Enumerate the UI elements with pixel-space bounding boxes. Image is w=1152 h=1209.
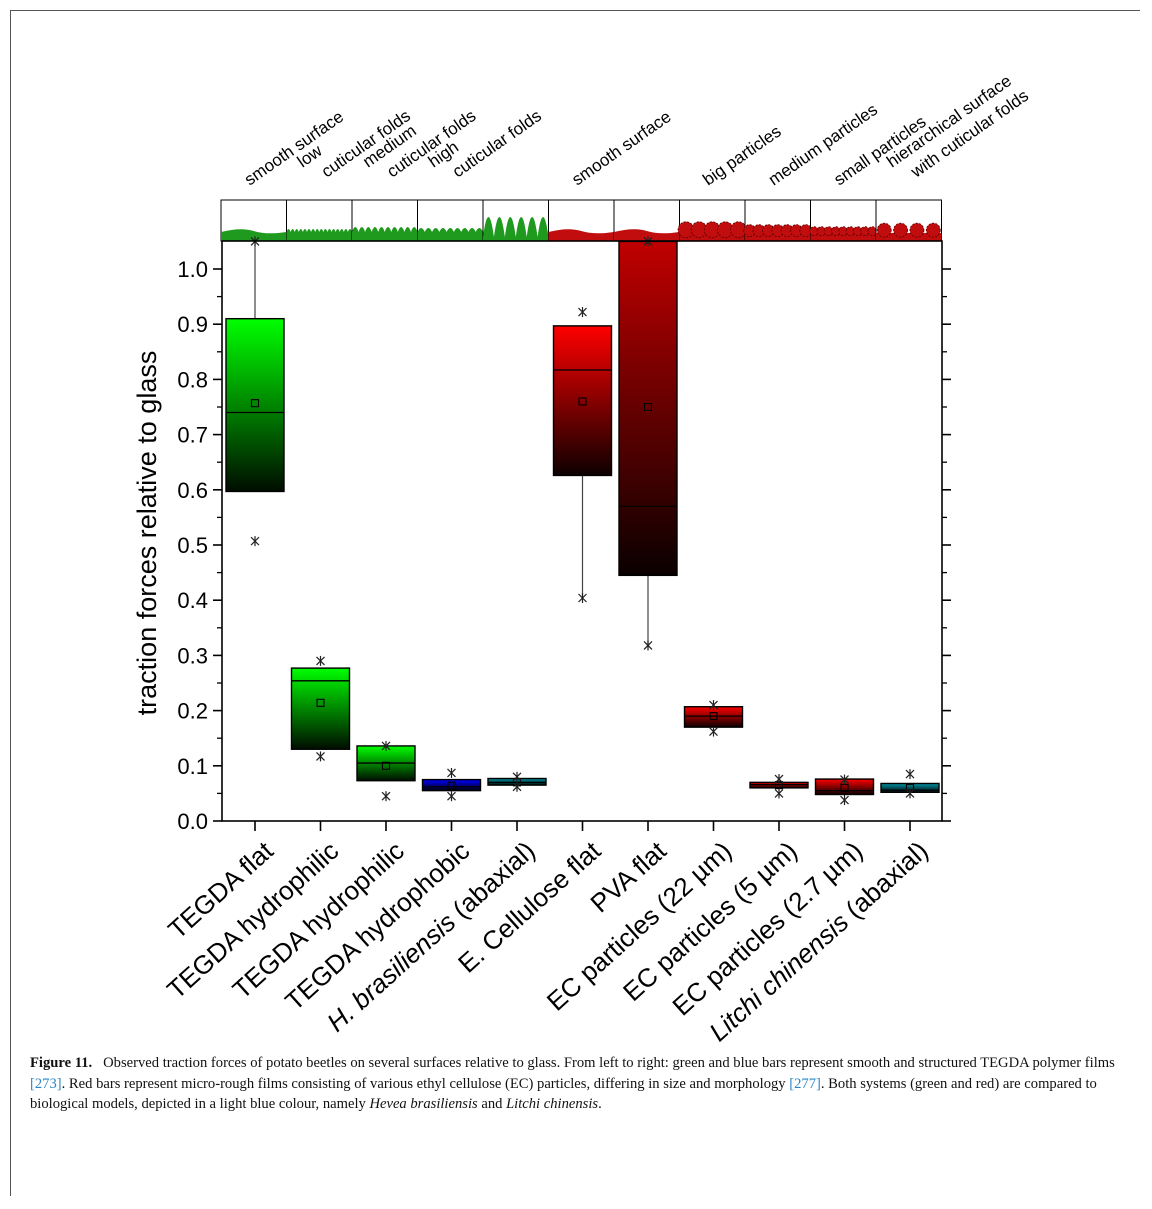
min-marker [905,788,915,799]
max-marker [840,774,849,785]
max-marker [316,655,325,666]
max-marker [774,774,784,785]
caption-text-3: . Both systems (green and red) are compa… [30,1075,1097,1113]
surface-label: medium particles [765,100,881,189]
box [421,778,482,792]
min-marker [447,791,456,802]
box [290,667,351,750]
y-tick-label: 0.5 [177,533,208,558]
mean-marker [709,712,718,721]
caption-text-5: . [598,1096,602,1112]
figure-caption: Figure 11. Observed traction forces of p… [30,1053,1130,1115]
caption-text-4: and [477,1096,507,1112]
caption-text-2: . Red bars represent micro-rough films c… [61,1075,790,1092]
surface-cell [286,199,353,242]
y-tick-label: 0.6 [177,478,208,503]
min-marker [578,592,587,603]
mean-marker [643,402,653,412]
surface-cell [677,199,747,242]
y-tick-label: 1.0 [177,257,208,282]
min-marker [840,795,849,806]
caption-species-2: Litchi chinensis [506,1096,599,1112]
surface-label: smooth surface [568,107,674,189]
surface-cell [548,199,615,242]
surface-cell [875,199,942,242]
surface-cell [809,199,878,242]
citation-link-277[interactable]: [277] [789,1075,821,1092]
y-tick-label: 0.0 [177,809,208,834]
mean-marker [447,781,456,790]
min-marker [250,536,260,547]
min-marker [316,751,325,762]
axes: 0.0 0.1 0.2 0.3 0.4 0.5 0.6 0.7 0.8 0.9 1.0 [177,240,951,834]
mean-marker [250,399,260,408]
max-marker [578,307,587,318]
surface-cell [613,199,680,242]
boxes [225,236,940,806]
max-marker [905,769,915,780]
min-marker [774,788,784,799]
surface-cell [482,199,549,242]
surface-cell [351,199,418,242]
surface-cell [417,199,484,242]
max-marker [381,740,391,751]
y-tick-label: 0.8 [177,367,208,392]
min-marker [709,726,718,737]
surface-cell [220,199,287,242]
caption-text-1: Observed traction forces of potato beetl… [103,1055,1115,1071]
citation-link-273[interactable]: [273] [30,1075,62,1092]
figure-label: Figure 11. [30,1055,93,1071]
min-marker [643,640,653,651]
max-marker [709,700,718,711]
caption-species-1: Hevea brasiliensis [369,1096,478,1112]
y-tick-label: 0.3 [177,643,208,668]
surface-illustration-strip [220,199,942,242]
figure-frame [10,10,1140,1196]
y-tick-label: 0.1 [177,754,208,779]
min-marker [512,781,522,792]
max-marker [512,771,522,782]
surface-cell [743,199,813,242]
y-axis-label: traction forces relative to glass [132,351,162,716]
y-tick-label: 0.9 [177,312,208,337]
mean-marker [381,761,391,770]
mean-marker [578,397,587,406]
y-tick-label: 0.7 [177,423,208,448]
box [618,240,678,577]
box [225,317,285,493]
mean-marker [316,698,325,707]
y-tick-label: 0.2 [177,699,208,724]
min-marker [381,791,391,802]
y-tick-label: 0.4 [177,588,208,613]
box [552,325,613,477]
max-marker [447,767,456,778]
